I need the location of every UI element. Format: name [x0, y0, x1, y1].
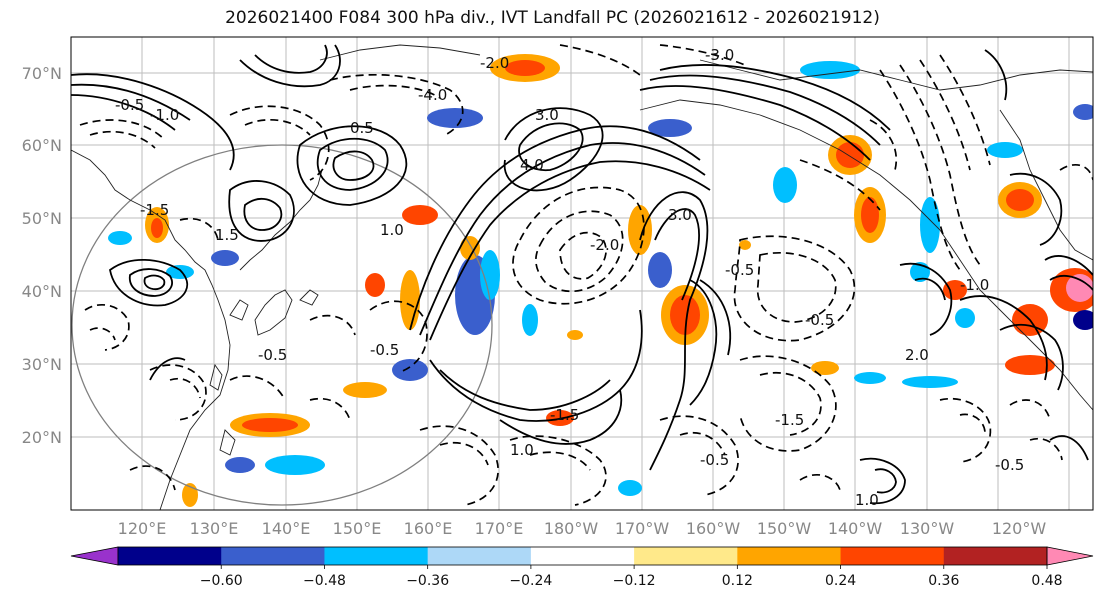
map-border — [70, 36, 1094, 511]
latitude-label: 50°N — [22, 209, 62, 228]
colorbar-border — [117, 546, 1048, 566]
contour-label: 3.0 — [535, 106, 559, 124]
longitude-label: 150°E — [333, 519, 382, 538]
colorbar-tick-label: 0.24 — [825, 573, 856, 589]
colorbar-segment — [221, 547, 325, 565]
colorbar-extend-left — [70, 546, 119, 566]
contour-label: -4.0 — [418, 86, 447, 104]
map-frame — [71, 37, 1093, 510]
latitude-label: 30°N — [22, 355, 62, 374]
latitude-label: 40°N — [22, 282, 62, 301]
contour-label: -0.5 — [370, 341, 399, 359]
colorbar-segment — [118, 547, 222, 565]
colorbar-tick-label: 0.36 — [928, 573, 959, 589]
longitude-label: 160°W — [686, 519, 741, 538]
contour-label: -3.0 — [705, 46, 734, 64]
contour-label: -1.0 — [150, 106, 179, 124]
colorbar-tick-label: −0.60 — [200, 573, 243, 589]
contour-label: -0.5 — [995, 456, 1024, 474]
colorbar-tick-label: 0.48 — [1031, 573, 1062, 589]
contour-label: 2.0 — [905, 346, 929, 364]
contour-label: -0.5 — [805, 311, 834, 329]
longitude-label: 180°W — [544, 519, 599, 538]
longitude-label: 170°E — [475, 519, 524, 538]
latitude-labels: 70°N 60°N 50°N 40°N 30°N 20°N — [22, 64, 62, 447]
contour-label: -1.5 — [550, 406, 579, 424]
longitude-label: 140°E — [262, 519, 311, 538]
contour-label: -0.5 — [700, 451, 729, 469]
longitude-label: 130°W — [900, 519, 955, 538]
longitude-label: 140°W — [828, 519, 883, 538]
colorbar-tick-label: −0.12 — [613, 573, 656, 589]
colorbar-segment — [737, 547, 842, 565]
divergence-shading — [108, 54, 1093, 507]
longitude-label: 130°E — [190, 519, 239, 538]
colorbar-tick-label: −0.24 — [509, 573, 552, 589]
contour-label: 1.0 — [510, 441, 534, 459]
colorbar-segment — [324, 547, 429, 565]
contour-label: -2.0 — [480, 54, 509, 72]
colorbar-extend-right — [1046, 546, 1094, 566]
contour-label: -2.0 — [590, 236, 619, 254]
dashed-contours — [79, 44, 1093, 506]
colorbar-segment — [634, 547, 738, 565]
colorbar-tick-label: −0.36 — [406, 573, 449, 589]
longitude-label: 120°W — [992, 519, 1047, 538]
contour-label: 3.0 — [668, 206, 692, 224]
longitude-label: 150°W — [757, 519, 812, 538]
radius-circle — [71, 144, 493, 506]
contour-label: -1.5 — [775, 411, 804, 429]
contour-label: -1.5 — [140, 201, 169, 219]
colorbar-segment — [530, 547, 635, 565]
longitude-label: 160°E — [404, 519, 453, 538]
colorbar-ticks: −0.60 −0.48 −0.36 −0.24 −0.12 0.12 0.24 0.36 0.4… — [200, 565, 1063, 589]
colorbar-tick-label: −0.48 — [303, 573, 346, 589]
longitude-labels: 120°E 130°E 140°E 150°E 160°E 170°E 180°W 170°W… — [118, 519, 1047, 538]
plot-title: 2026021400 F084 300 hPa div., IVT Landfa… — [225, 8, 880, 28]
contour-labels: -0.5 -1.0 -1.5 -2.0 -3.0 -4.0 1.0 1.5 2.… — [115, 46, 1024, 509]
contour-label: 4.0 — [520, 156, 544, 174]
contour-label: -0.5 — [258, 346, 287, 364]
longitude-label: 170°W — [615, 519, 670, 538]
contour-label: -1.0 — [960, 276, 989, 294]
contour-label: -0.5 — [725, 261, 754, 279]
solid-contours — [71, 44, 1093, 505]
colorbar-segment — [427, 547, 532, 565]
colorbar-segment — [840, 547, 945, 565]
latitude-label: 20°N — [22, 428, 62, 447]
latitude-label: 60°N — [22, 136, 62, 155]
map-content: -0.5 -1.0 -1.5 -2.0 -3.0 -4.0 1.0 1.5 2.… — [71, 37, 1093, 510]
contour-label: 1.5 — [215, 226, 239, 244]
colorbar-tick-label: 0.12 — [722, 573, 753, 589]
colorbar — [70, 546, 1094, 566]
contour-label: 1.0 — [380, 221, 404, 239]
contour-label: 0.5 — [350, 119, 374, 137]
contour-label: 1.0 — [855, 491, 879, 509]
longitude-label: 120°E — [118, 519, 167, 538]
contour-label: -0.5 — [115, 96, 144, 114]
latitude-label: 70°N — [22, 64, 62, 83]
colorbar-segment — [943, 547, 1048, 565]
